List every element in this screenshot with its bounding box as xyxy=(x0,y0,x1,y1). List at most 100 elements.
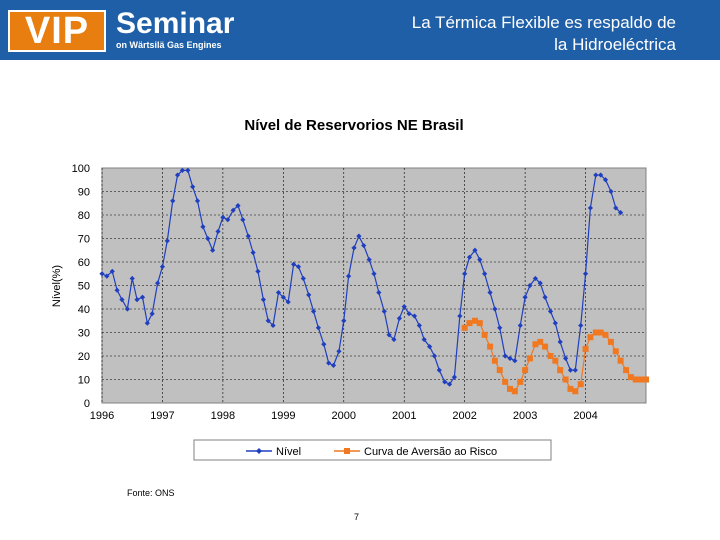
data-point xyxy=(598,172,604,178)
data-point xyxy=(230,207,236,213)
data-point xyxy=(557,367,564,374)
data-point xyxy=(487,343,494,350)
data-point xyxy=(572,367,578,373)
chart-title: Nível de Reservorios NE Brasil xyxy=(244,117,463,134)
data-point xyxy=(99,271,105,277)
data-point xyxy=(245,233,251,239)
header-bar: VIP Seminar on Wärtsilä Gas Engines La T… xyxy=(0,0,720,60)
data-point xyxy=(482,271,488,277)
vip-logo: VIP xyxy=(8,10,106,52)
data-point xyxy=(300,275,306,282)
slide-title-line-2: la Hidroeléctrica xyxy=(554,35,676,54)
data-point xyxy=(446,381,453,387)
data-point xyxy=(542,343,549,350)
data-point xyxy=(502,378,509,385)
seminar-logo-text: Seminar xyxy=(116,7,235,40)
data-point xyxy=(129,275,135,282)
y-tick-label: 0 xyxy=(84,398,90,410)
data-point xyxy=(492,306,498,312)
data-point xyxy=(572,388,579,395)
data-point xyxy=(442,379,448,385)
data-point xyxy=(547,353,554,359)
data-point xyxy=(270,322,276,329)
data-point xyxy=(356,233,362,239)
data-point xyxy=(124,306,130,312)
data-point xyxy=(502,353,508,359)
data-point xyxy=(587,334,594,341)
data-point xyxy=(144,320,150,326)
data-point xyxy=(461,324,468,331)
data-point xyxy=(481,331,488,338)
x-tick-label: 1997 xyxy=(150,410,174,422)
data-point xyxy=(114,287,120,293)
x-tick-label: 2004 xyxy=(573,410,597,422)
data-point xyxy=(155,280,161,286)
data-point xyxy=(632,376,639,383)
data-point xyxy=(386,332,392,338)
x-tick-label: 2000 xyxy=(332,410,356,422)
seminar-logo-subtitle: on Wärtsilä Gas Engines xyxy=(116,40,222,50)
data-point xyxy=(547,308,554,314)
data-point xyxy=(612,348,619,355)
grid-lines xyxy=(101,168,646,403)
legend-marker-nivel xyxy=(256,448,262,454)
x-tick-label: 1998 xyxy=(211,410,235,422)
x-tick-label: 1996 xyxy=(90,410,114,422)
y-tick-label: 20 xyxy=(78,351,90,363)
data-point xyxy=(527,282,533,289)
data-point xyxy=(315,325,321,331)
data-point xyxy=(627,374,634,381)
data-point xyxy=(557,339,563,345)
data-point xyxy=(476,320,483,327)
page-number: 7 xyxy=(354,512,360,522)
data-point xyxy=(617,357,624,364)
data-point xyxy=(522,367,529,374)
data-point xyxy=(104,273,110,279)
data-point xyxy=(265,318,271,324)
data-point xyxy=(179,167,185,173)
data-point xyxy=(159,264,166,270)
slide-title-line-1: La Térmica Flexible es respaldo de xyxy=(411,13,676,32)
data-point xyxy=(607,338,614,345)
y-tick-label: 30 xyxy=(78,328,90,340)
data-point xyxy=(220,214,226,220)
data-point xyxy=(567,385,574,392)
data-point xyxy=(250,250,256,256)
data-point xyxy=(336,348,342,354)
data-point xyxy=(174,172,181,178)
data-point xyxy=(578,322,584,329)
data-point xyxy=(134,297,140,303)
data-point xyxy=(451,374,457,380)
data-point xyxy=(240,217,246,223)
data-point xyxy=(507,355,513,361)
data-point xyxy=(371,271,377,277)
data-point xyxy=(401,304,407,310)
data-point xyxy=(623,367,630,374)
data-point xyxy=(496,367,503,374)
data-point xyxy=(149,311,155,317)
y-tick-label: 100 xyxy=(72,163,90,175)
data-point xyxy=(552,357,559,364)
data-point xyxy=(643,376,649,383)
data-point xyxy=(431,353,438,359)
data-point xyxy=(512,358,518,364)
data-point xyxy=(471,317,478,324)
data-point xyxy=(416,322,422,329)
data-point xyxy=(310,308,317,314)
data-point xyxy=(466,254,473,260)
data-point xyxy=(511,388,518,395)
data-point xyxy=(235,203,241,209)
data-point xyxy=(164,238,170,244)
data-point xyxy=(462,271,468,277)
data-point xyxy=(537,338,544,345)
data-point xyxy=(295,264,302,270)
data-point xyxy=(346,273,352,279)
series-curva-aversao xyxy=(461,317,649,395)
data-point xyxy=(567,367,574,373)
data-point xyxy=(285,299,291,305)
data-point xyxy=(275,289,282,296)
legend-label-nivel: Nível xyxy=(276,446,301,458)
legend-box xyxy=(193,439,552,461)
data-point xyxy=(592,329,599,336)
